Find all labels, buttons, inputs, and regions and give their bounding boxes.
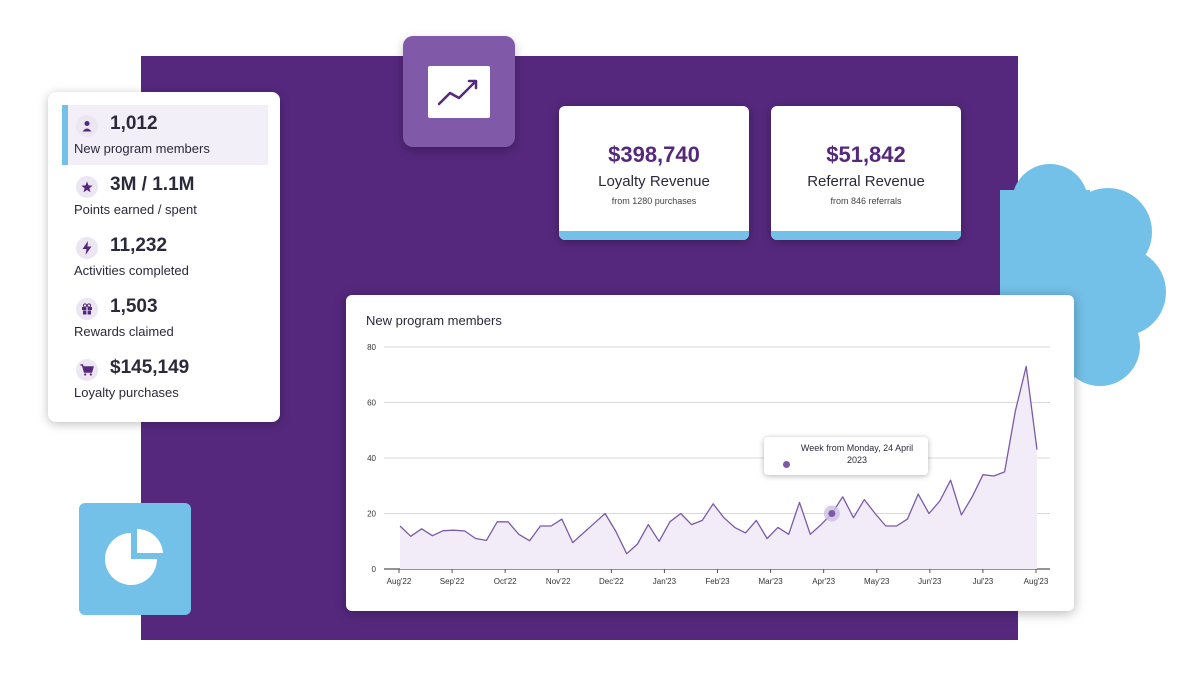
stat-value: 11,232 xyxy=(110,235,168,256)
stats-card: 1,012 New program members 3M / 1.1M Poin… xyxy=(48,92,280,422)
cart-icon xyxy=(76,359,98,381)
stat-points[interactable]: 3M / 1.1M Points earned / spent xyxy=(62,166,268,226)
gift-icon xyxy=(76,298,98,320)
revenue-amount: $51,842 xyxy=(826,142,906,167)
lightning-icon xyxy=(76,237,98,259)
stat-value: $145,149 xyxy=(110,357,190,378)
stat-label: Activities completed xyxy=(74,263,189,278)
x-tick-label: Aug'22 xyxy=(387,577,412,586)
highlight-point xyxy=(828,510,836,517)
accent-bar xyxy=(559,231,749,240)
pie-tile xyxy=(79,503,191,615)
series-area xyxy=(400,366,1037,569)
x-tick-label: Feb'23 xyxy=(705,577,730,586)
stat-value: 3M / 1.1M xyxy=(110,174,195,195)
stat-label: Points earned / spent xyxy=(74,202,197,217)
x-tick-label: Mar'23 xyxy=(758,577,783,586)
y-tick-label: 80 xyxy=(367,343,376,352)
x-tick-label: May'23 xyxy=(864,577,890,586)
y-tick-label: 0 xyxy=(372,565,377,574)
tooltip-text: Week from Monday, 24 April 2023 xyxy=(800,443,914,465)
stat-label: Rewards claimed xyxy=(74,324,174,339)
stat-label: Loyalty purchases xyxy=(74,385,179,400)
x-tick-label: Sep'22 xyxy=(440,577,465,586)
trending-up-icon xyxy=(428,66,490,118)
x-tick-label: Jul'23 xyxy=(973,577,994,586)
line-chart[interactable]: 0 20 40 60 80 Aug'22 Sep'22 Oct'22 Nov'22 Dec'22 J… xyxy=(346,295,1074,611)
stat-new-members[interactable]: 1,012 New program members xyxy=(62,105,268,165)
x-tick-label: Oct'22 xyxy=(494,577,517,586)
stat-value: 1,503 xyxy=(110,296,158,317)
revenue-name: Loyalty Revenue xyxy=(598,173,710,190)
x-tick-label: Dec'22 xyxy=(599,577,624,586)
accent-bar xyxy=(771,231,961,240)
person-icon xyxy=(76,115,98,137)
members-chart-card: New program members 0 20 40 60 80 Aug'22 Sep'2… xyxy=(346,295,1074,611)
series-line xyxy=(399,365,1038,555)
stat-rewards[interactable]: 1,503 Rewards claimed xyxy=(62,288,268,348)
x-tick-label: Jan'23 xyxy=(653,577,677,586)
star-icon xyxy=(76,176,98,198)
stat-activities[interactable]: 11,232 Activities completed xyxy=(62,227,268,287)
y-tick-label: 40 xyxy=(367,454,376,463)
chart-title: New program members xyxy=(366,313,502,328)
stat-purchases[interactable]: $145,149 Loyalty purchases xyxy=(62,349,268,409)
revenue-amount: $398,740 xyxy=(608,142,700,167)
x-tick-label: Nov'22 xyxy=(546,577,571,586)
x-tick-label: Jun'23 xyxy=(918,577,942,586)
x-tick-label: Aug'23 xyxy=(1024,577,1049,586)
series-dot-icon xyxy=(783,461,790,468)
stat-label: New program members xyxy=(74,141,210,156)
loyalty-revenue-card[interactable]: $398,740 Loyalty Revenue from 1280 purch… xyxy=(559,106,749,240)
pie-chart-icon xyxy=(105,528,163,585)
x-tick-label: Apr'23 xyxy=(812,577,835,586)
y-tick-label: 20 xyxy=(367,510,376,519)
chart-tooltip: Week from Monday, 24 April 2023 xyxy=(764,437,928,475)
revenue-name: Referral Revenue xyxy=(807,173,925,190)
referral-revenue-card[interactable]: $51,842 Referral Revenue from 846 referr… xyxy=(771,106,961,240)
revenue-subtext: from 846 referrals xyxy=(830,196,902,206)
stat-value: 1,012 xyxy=(110,113,158,134)
y-tick-label: 60 xyxy=(367,399,376,408)
trend-tile xyxy=(403,36,515,147)
revenue-subtext: from 1280 purchases xyxy=(611,196,697,206)
